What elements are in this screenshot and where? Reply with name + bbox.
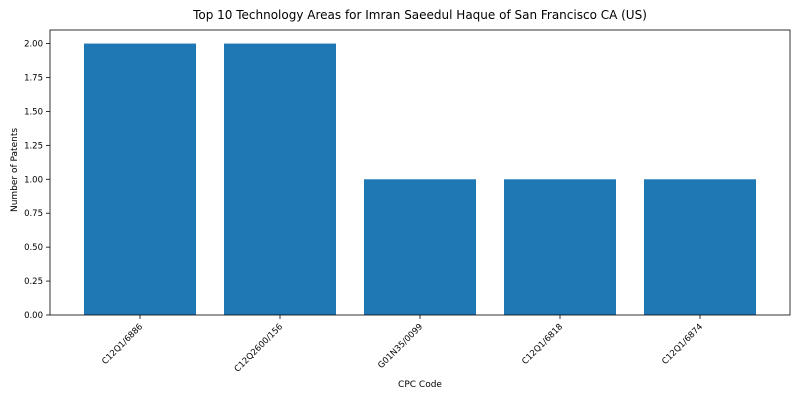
y-tick-label-4: 1.00	[24, 175, 43, 185]
y-tick-label-7: 1.75	[24, 74, 43, 84]
bar-4	[644, 179, 756, 315]
bar-0	[84, 44, 196, 315]
x-tick-label-3: C12Q1/6818	[520, 322, 565, 367]
y-tick-label-3: 0.75	[24, 209, 43, 219]
y-axis-label: Number of Patents	[10, 128, 20, 212]
bar-1	[224, 44, 336, 315]
x-tick-label-0: C12Q1/6886	[100, 322, 145, 367]
y-tick-label-2: 0.50	[24, 243, 43, 253]
y-axis: 0.00 0.25 0.50 0.75 1.00 1.25 1.50 1.75 2.00	[24, 40, 50, 321]
y-tick-label-5: 1.25	[24, 141, 43, 151]
x-axis: C12Q1/6886 C12Q2600/156 G01N35/0099 C12Q1/6…	[100, 315, 705, 374]
y-tick-label-8: 2.00	[24, 40, 43, 50]
bar-3	[504, 179, 616, 315]
y-tick-label-0: 0.00	[24, 311, 43, 321]
x-axis-label: CPC Code	[398, 380, 442, 390]
y-tick-label-1: 0.25	[24, 277, 43, 287]
x-tick-label-2: G01N35/0099	[376, 322, 425, 371]
chart-title: Top 10 Technology Areas for Imran Saeedu…	[192, 8, 647, 22]
x-tick-label-1: C12Q2600/156	[233, 322, 285, 374]
bars-group	[84, 44, 756, 315]
x-tick-label-4: C12Q1/6874	[660, 322, 705, 367]
y-tick-label-6: 1.50	[24, 107, 43, 117]
bar-2	[364, 179, 476, 315]
